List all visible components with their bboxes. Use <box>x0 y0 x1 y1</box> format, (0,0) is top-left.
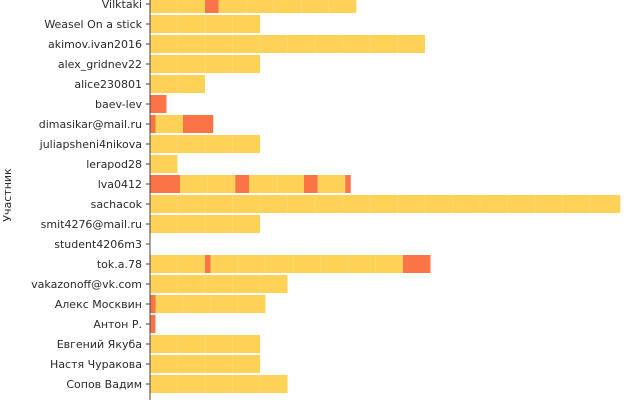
category-label: smit4276@mail.ru <box>41 218 142 231</box>
bars-layer <box>150 0 621 393</box>
bar-segment-correct[interactable] <box>150 0 205 13</box>
category-label: akimov.ivan2016 <box>48 38 142 51</box>
category-label: juliapsheni4nikova <box>39 138 142 151</box>
bar-segment-correct[interactable] <box>155 115 184 133</box>
bar-segment-correct[interactable] <box>150 55 260 73</box>
category-label: alex_gridnev22 <box>58 58 142 71</box>
bar-segment-correct[interactable] <box>249 175 304 193</box>
bar-segment-wrong[interactable] <box>150 175 181 193</box>
bar-segment-wrong[interactable] <box>183 115 214 133</box>
bar-segment-correct[interactable] <box>218 0 357 13</box>
bar-segment-wrong[interactable] <box>150 315 156 333</box>
category-label: Евгений Якуба <box>57 338 142 351</box>
bar-segment-correct[interactable] <box>150 15 260 33</box>
bar-segment-correct[interactable] <box>150 275 288 293</box>
bar-segment-correct[interactable] <box>210 255 404 273</box>
category-label: Сопов Вадим <box>66 378 142 391</box>
category-label: Vilktaki <box>102 0 142 11</box>
bar-segment-wrong[interactable] <box>403 255 431 273</box>
bar-segment-correct[interactable] <box>150 355 260 373</box>
category-label: alice230801 <box>74 78 142 91</box>
bar-segment-wrong[interactable] <box>150 115 156 133</box>
category-label: Настя Чуракова <box>50 358 142 371</box>
bar-segment-wrong[interactable] <box>345 175 351 193</box>
bar-segment-correct[interactable] <box>317 175 346 193</box>
category-label: tok.a.78 <box>97 258 142 271</box>
bar-segment-wrong[interactable] <box>150 295 156 313</box>
bar-segment-correct[interactable] <box>155 295 266 313</box>
bar-segment-correct[interactable] <box>150 195 621 213</box>
category-label: sachacok <box>91 198 143 211</box>
bar-segment-correct[interactable] <box>150 255 205 273</box>
bar-segment-correct[interactable] <box>150 375 288 393</box>
bar-segment-wrong[interactable] <box>205 0 219 13</box>
bar-segment-correct[interactable] <box>150 75 205 93</box>
category-label: student4206m3 <box>54 238 142 251</box>
bar-segment-wrong[interactable] <box>205 255 211 273</box>
y-axis-title: Участник <box>1 168 14 222</box>
category-label: Weasel On a stick <box>44 18 142 31</box>
bar-segment-wrong[interactable] <box>235 175 249 193</box>
category-labels: Vilktaki Weasel On a stick akimov.ivan2016… <box>31 0 150 391</box>
bar-segment-wrong[interactable] <box>304 175 318 193</box>
category-label: vakazonoff@vk.com <box>31 278 142 291</box>
category-label: Алекс Москвин <box>55 298 142 311</box>
bar-segment-correct[interactable] <box>150 155 178 173</box>
bar-segment-correct[interactable] <box>180 175 236 193</box>
category-label: lva0412 <box>98 178 142 191</box>
category-label: dimasikar@mail.ru <box>39 118 142 131</box>
bar-segment-correct[interactable] <box>150 35 425 53</box>
bar-segment-correct[interactable] <box>150 215 260 233</box>
bar-segment-correct[interactable] <box>150 135 260 153</box>
bar-segment-correct[interactable] <box>150 335 260 353</box>
category-label: Антон Р. <box>93 318 142 331</box>
category-label: lerapod28 <box>86 158 142 171</box>
bar-segment-wrong[interactable] <box>150 95 167 113</box>
category-label: baev-lev <box>95 98 142 111</box>
